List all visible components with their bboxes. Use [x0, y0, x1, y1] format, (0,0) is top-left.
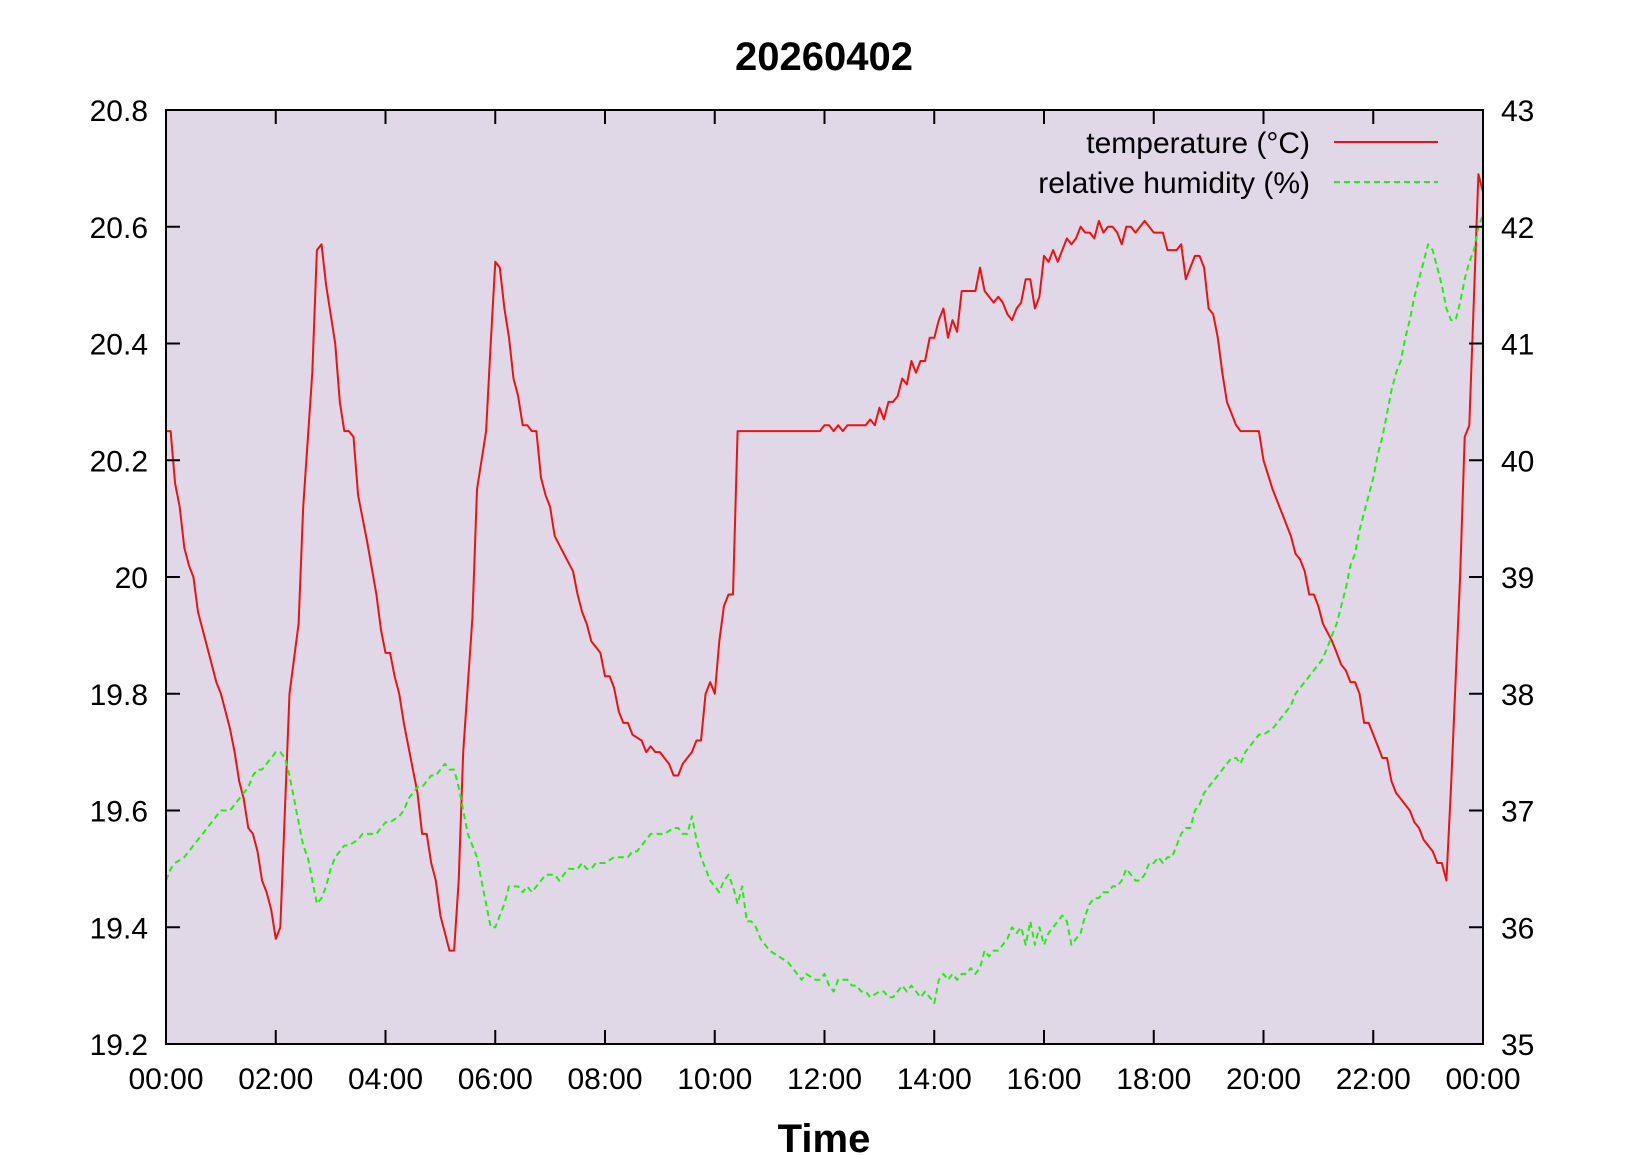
x-tick-label: 20:00: [1226, 1063, 1301, 1096]
plot-area: [166, 110, 1483, 1044]
y-tick-label: 20.8: [90, 95, 148, 128]
x-tick-label: 04:00: [348, 1063, 423, 1096]
x-tick-label: 18:00: [1116, 1063, 1191, 1096]
x-tick-label: 22:00: [1336, 1063, 1411, 1096]
x-axis-label: Time: [778, 1117, 871, 1155]
x-tick-label: 10:00: [677, 1063, 752, 1096]
x-tick-label: 00:00: [1445, 1063, 1520, 1096]
x-tick-label: 02:00: [238, 1063, 313, 1096]
x-tick-label: 12:00: [787, 1063, 862, 1096]
y-tick-label: 20.6: [90, 212, 148, 245]
y2-tick-label: 38: [1501, 679, 1534, 712]
x-tick-label: 08:00: [567, 1063, 642, 1096]
y-tick-label: 19.2: [90, 1029, 148, 1062]
x-tick-label: 00:00: [128, 1063, 203, 1096]
y-tick-label: 19.8: [90, 679, 148, 712]
y-tick-label: 20.4: [90, 329, 148, 362]
legend-label: relative humidity (%): [1038, 167, 1310, 200]
y2-tick-label: 35: [1501, 1029, 1534, 1062]
series-line-humidity: [165, 197, 1484, 1005]
series-line-temperature: [166, 173, 1484, 952]
y-tick-label: 20.2: [90, 445, 148, 478]
axes-layer: 00:00 02:00 04:00 06:00 08:00 10:00 12:00 14:00…: [90, 95, 1535, 1096]
legend-label: temperature (°C): [1086, 127, 1310, 160]
series-layer: [165, 173, 1484, 1005]
y2-tick-label: 43: [1501, 95, 1534, 128]
y2-tick-label: 41: [1501, 329, 1534, 362]
y2-tick-label: 39: [1501, 562, 1534, 595]
chart-title: 20260402: [735, 35, 913, 79]
x-tick-label: 16:00: [1006, 1063, 1081, 1096]
y-tick-label: 20: [115, 562, 148, 595]
y2-tick-label: 42: [1501, 212, 1534, 245]
x-tick-label: 06:00: [458, 1063, 533, 1096]
y-tick-label: 19.4: [90, 912, 148, 945]
x-tick-label: 14:00: [897, 1063, 972, 1096]
legend: temperature (°C) relative humidity (%): [1038, 127, 1438, 200]
y2-tick-label: 37: [1501, 796, 1534, 829]
y-tick-label: 19.6: [90, 796, 148, 829]
y2-tick-label: 36: [1501, 912, 1534, 945]
y2-tick-label: 40: [1501, 445, 1534, 478]
